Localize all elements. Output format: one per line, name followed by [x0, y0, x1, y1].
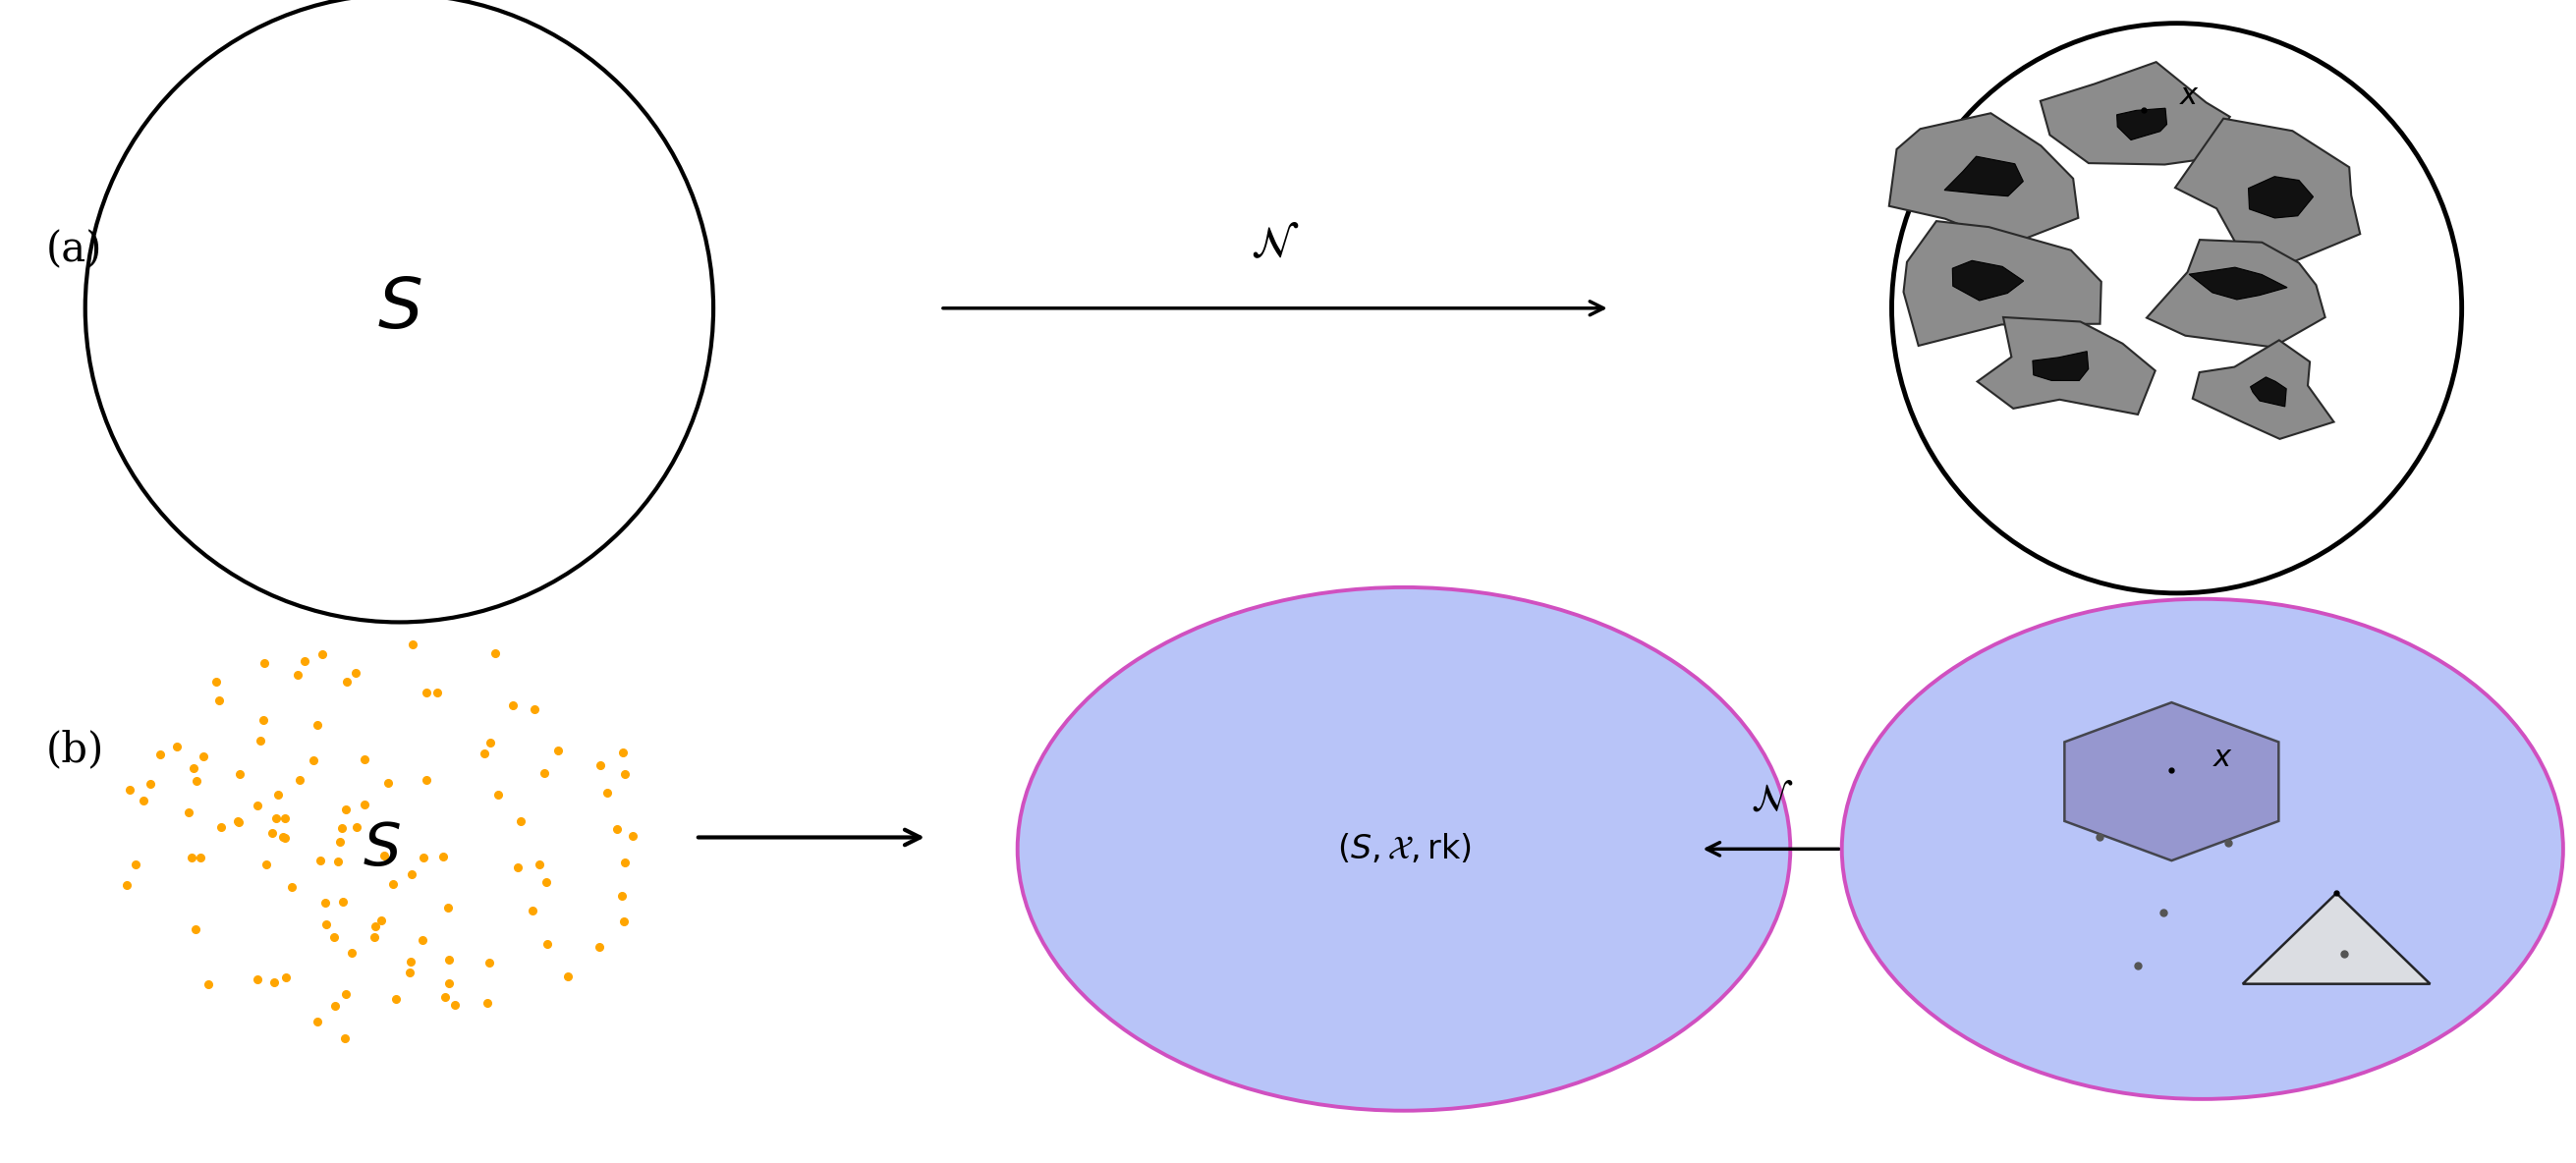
Text: $\mathcal{N}$: $\mathcal{N}$	[1752, 782, 1793, 819]
Polygon shape	[2249, 177, 2313, 217]
Ellipse shape	[1018, 587, 1790, 1111]
Polygon shape	[2063, 702, 2280, 861]
Polygon shape	[2032, 351, 2089, 380]
Polygon shape	[2192, 340, 2334, 438]
Text: $S$: $S$	[363, 820, 399, 878]
Polygon shape	[2040, 62, 2231, 164]
Polygon shape	[2190, 267, 2287, 300]
Polygon shape	[2244, 893, 2429, 984]
Ellipse shape	[1842, 599, 2563, 1099]
Text: $S$: $S$	[376, 273, 422, 343]
Polygon shape	[1904, 221, 2102, 345]
Text: $\mathcal{N}$: $\mathcal{N}$	[1252, 223, 1298, 265]
Polygon shape	[1888, 113, 2079, 244]
Text: (b): (b)	[46, 729, 106, 771]
Polygon shape	[2251, 377, 2287, 407]
Text: (a): (a)	[46, 229, 103, 271]
Ellipse shape	[85, 0, 714, 622]
Polygon shape	[2146, 240, 2326, 348]
Polygon shape	[1945, 156, 2022, 197]
Polygon shape	[1978, 317, 2156, 414]
Polygon shape	[2117, 108, 2166, 140]
Text: $x$: $x$	[2179, 80, 2200, 110]
Polygon shape	[2174, 119, 2360, 264]
Ellipse shape	[1891, 23, 2463, 593]
Text: $(S, \mathcal{X}, \mathrm{rk})$: $(S, \mathcal{X}, \mathrm{rk})$	[1337, 833, 1471, 865]
Polygon shape	[1953, 261, 2025, 300]
Text: $x$: $x$	[2213, 743, 2233, 773]
